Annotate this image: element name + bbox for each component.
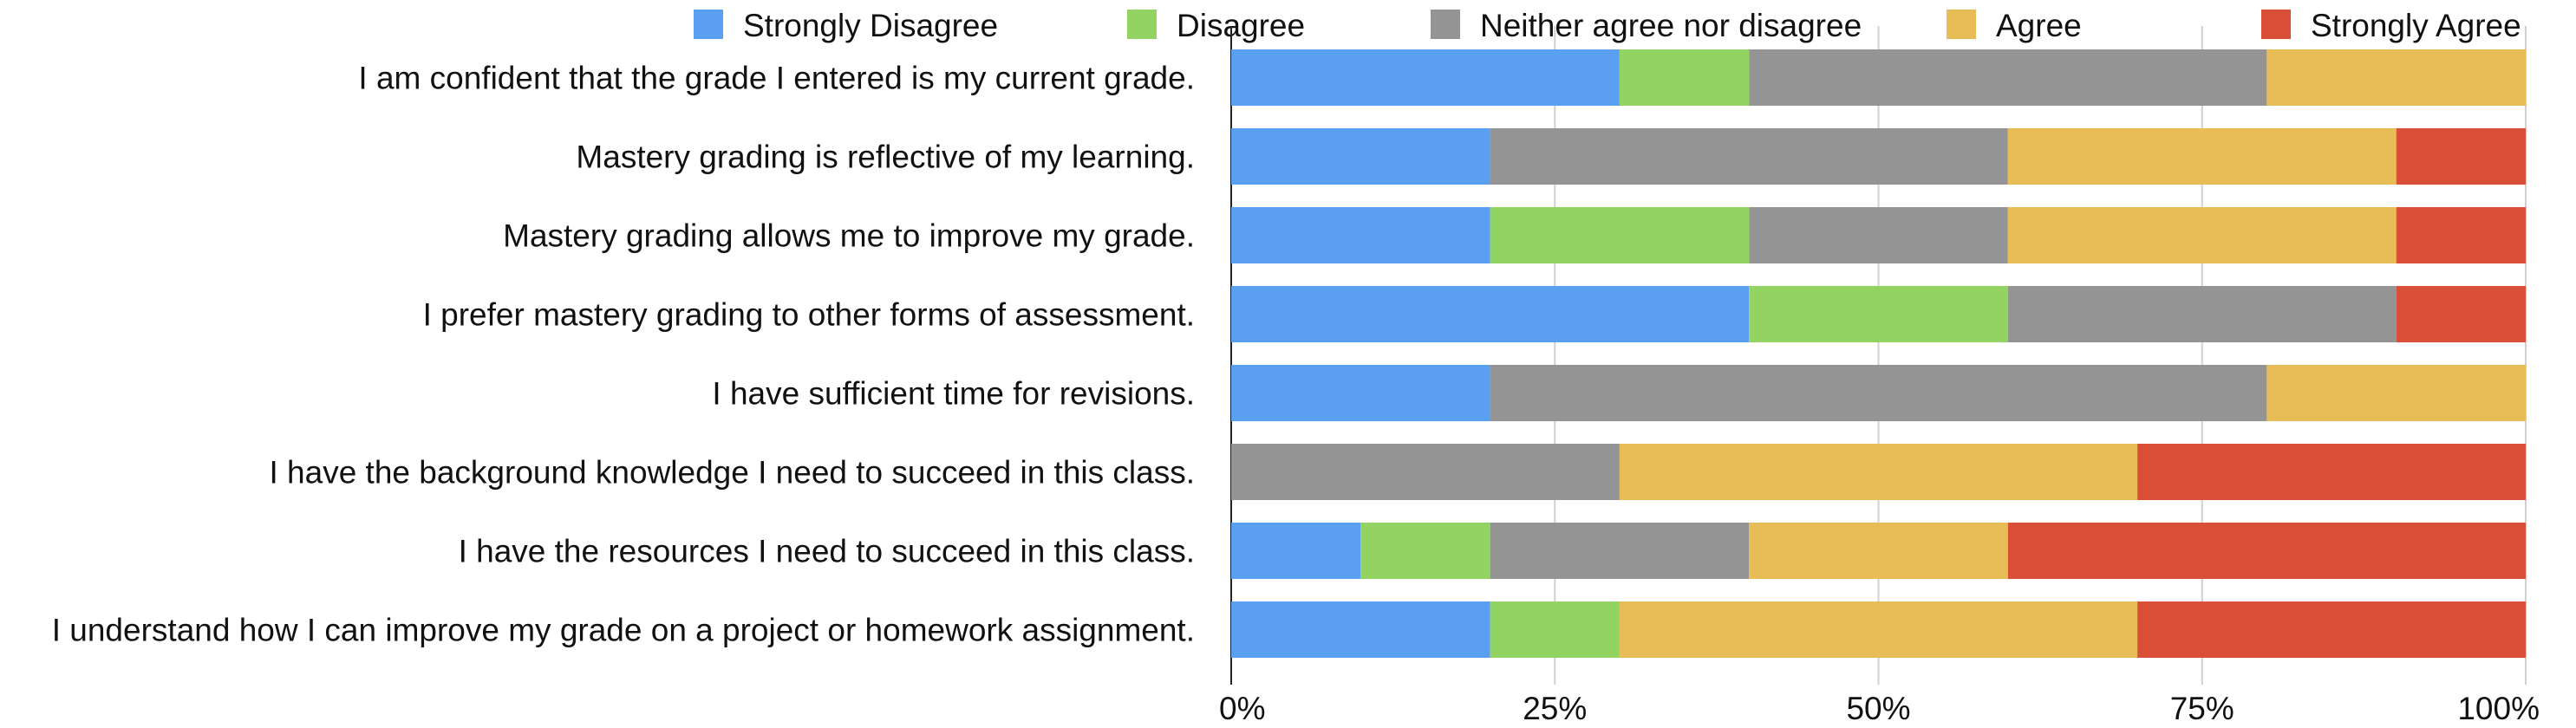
bars bbox=[1231, 49, 2526, 658]
bar-segment bbox=[2266, 365, 2526, 421]
bar-segment bbox=[1749, 523, 2008, 579]
bar-segment bbox=[2007, 523, 2526, 579]
legend-label: Agree bbox=[1996, 8, 2082, 43]
gridlines bbox=[1230, 26, 2527, 685]
category-label: I understand how I can improve my grade … bbox=[52, 613, 1195, 648]
x-tick-label: 0% bbox=[1219, 691, 1265, 726]
bar-segment bbox=[1749, 286, 2008, 342]
bar-segment bbox=[2007, 207, 2397, 263]
bar-segment bbox=[2396, 128, 2526, 185]
legend-item: Strongly Disagree bbox=[694, 8, 998, 43]
bar-segment bbox=[1619, 49, 1750, 106]
category-label: I am confident that the grade I entered … bbox=[358, 61, 1195, 96]
bar-segment bbox=[1490, 523, 1750, 579]
bar-segment bbox=[1231, 49, 1620, 106]
legend-label: Strongly Agree bbox=[2311, 8, 2521, 43]
bar-segment bbox=[1231, 286, 1750, 342]
category-label: I have the background knowledge I need t… bbox=[269, 455, 1195, 491]
bar-segment bbox=[2396, 286, 2526, 342]
category-label: Mastery grading allows me to improve my … bbox=[503, 218, 1195, 254]
bar-segment bbox=[2007, 128, 2397, 185]
bar-segment bbox=[1490, 365, 2267, 421]
bar-segment bbox=[1231, 601, 1490, 658]
bar-segment bbox=[1749, 49, 2267, 106]
legend-item: Agree bbox=[1947, 8, 2082, 43]
bar-segment bbox=[2137, 601, 2526, 658]
bar-segment bbox=[1360, 523, 1490, 579]
legend-swatch bbox=[694, 10, 723, 39]
x-tick-label: 100% bbox=[2457, 691, 2540, 726]
legend-swatch bbox=[2261, 10, 2291, 39]
bar-segment bbox=[1490, 601, 1620, 658]
bar-segment bbox=[2396, 207, 2526, 263]
bar-segment bbox=[1490, 128, 2008, 185]
x-axis-ticks: 0% 25% 50% 75% 100% bbox=[1219, 691, 2540, 726]
x-tick-label: 25% bbox=[1523, 691, 1587, 726]
bar-segment bbox=[1231, 128, 1490, 185]
legend-swatch bbox=[1127, 10, 1157, 39]
legend-label: Strongly Disagree bbox=[743, 8, 998, 43]
bar-segment bbox=[2007, 286, 2397, 342]
legend-label: Disagree bbox=[1177, 8, 1305, 43]
bar-segment bbox=[1490, 207, 1750, 263]
category-label: I prefer mastery grading to other forms … bbox=[423, 297, 1195, 333]
category-label: Mastery grading is reflective of my lear… bbox=[576, 140, 1195, 175]
bar-segment bbox=[1619, 601, 2138, 658]
bar-segment bbox=[2137, 444, 2526, 500]
category-labels: I am confident that the grade I entered … bbox=[52, 61, 1195, 648]
bar-segment bbox=[1749, 207, 2008, 263]
bar-segment bbox=[1231, 444, 1620, 500]
category-label: I have the resources I need to succeed i… bbox=[459, 534, 1195, 569]
category-label: I have sufficient time for revisions. bbox=[712, 376, 1195, 412]
legend-item: Disagree bbox=[1127, 8, 1305, 43]
legend: Strongly Disagree Disagree Neither agree n… bbox=[694, 8, 2521, 43]
bar-segment bbox=[1231, 365, 1490, 421]
bar-segment bbox=[2266, 49, 2526, 106]
x-tick-label: 75% bbox=[2170, 691, 2234, 726]
legend-label: Neither agree nor disagree bbox=[1480, 8, 1862, 43]
legend-item: Neither agree nor disagree bbox=[1431, 8, 1862, 43]
legend-swatch bbox=[1431, 10, 1460, 39]
bar-segment bbox=[1231, 523, 1361, 579]
legend-item: Strongly Agree bbox=[2261, 8, 2521, 43]
bar-segment bbox=[1231, 207, 1490, 263]
bar-segment bbox=[1619, 444, 2138, 500]
x-tick-label: 50% bbox=[1846, 691, 1910, 726]
legend-swatch bbox=[1947, 10, 1976, 39]
